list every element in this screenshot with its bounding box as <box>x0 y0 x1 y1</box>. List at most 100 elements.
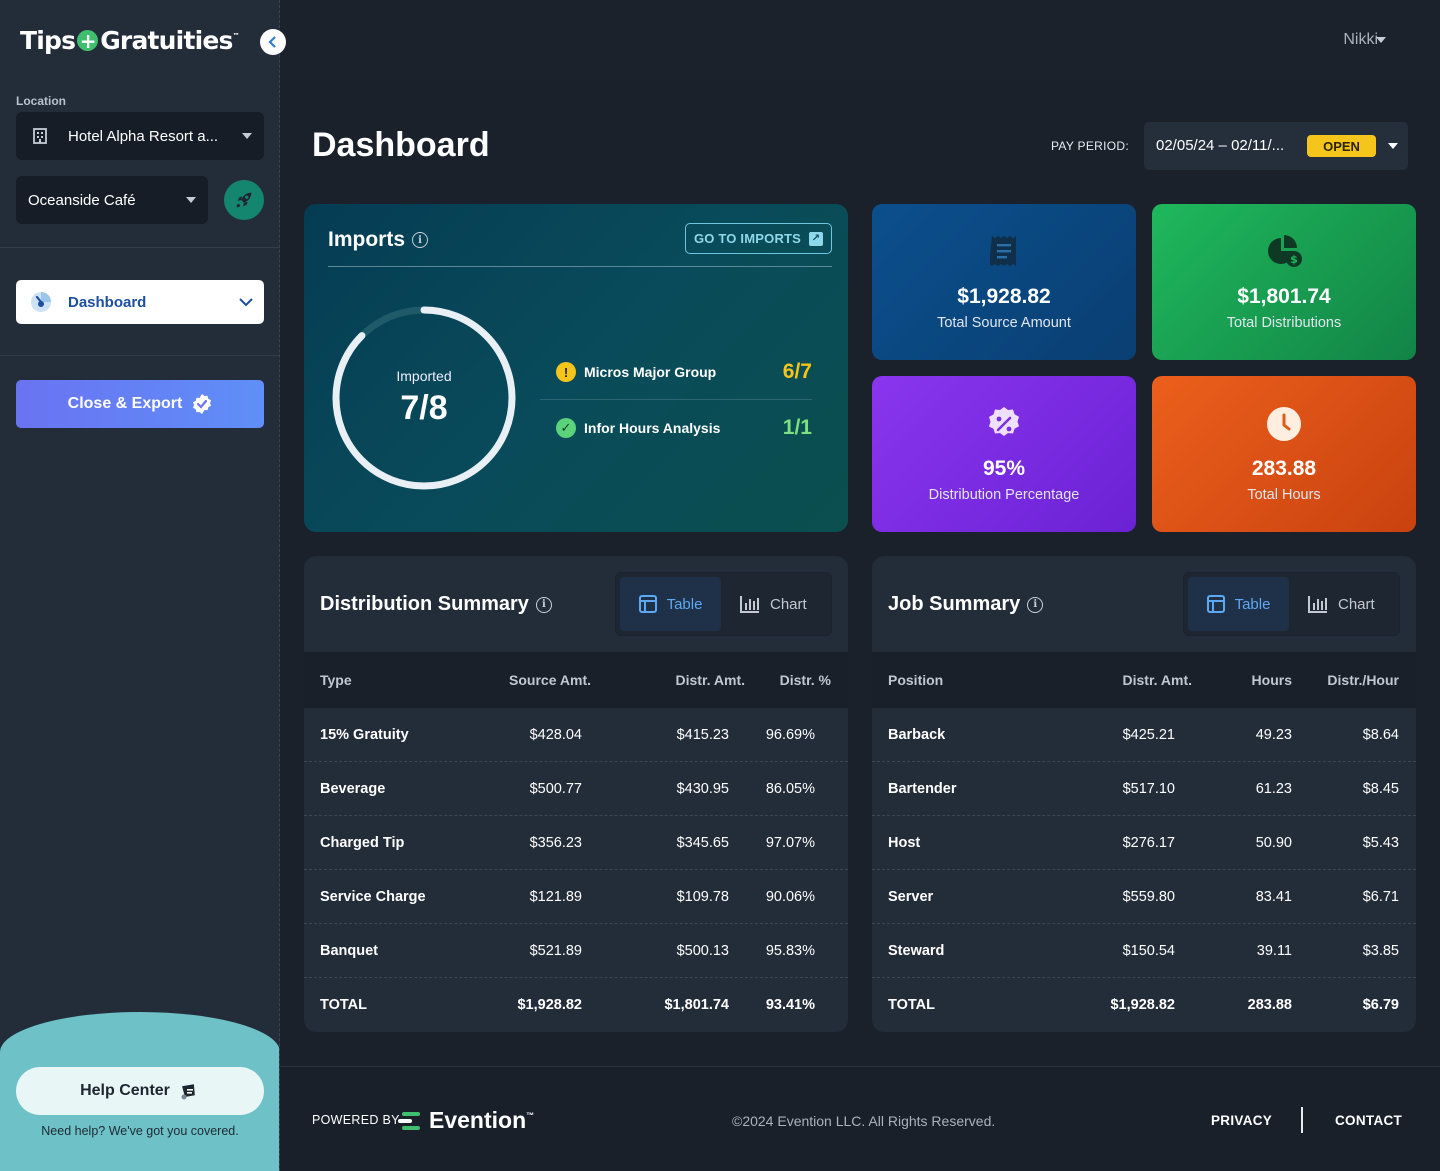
table-row[interactable]: Steward $150.54 39.11 $3.85 <box>872 924 1416 978</box>
row-label: TOTAL <box>888 997 935 1013</box>
powered-by-label: POWERED BY <box>312 1113 400 1127</box>
row-label: Charged Tip <box>320 834 405 851</box>
import-count: 1/1 <box>782 416 812 439</box>
row-value: 83.41 <box>1255 888 1292 905</box>
import-row-infor[interactable]: ✓ Infor Hours Analysis 1/1 <box>556 414 812 442</box>
row-label: Host <box>888 834 921 851</box>
table-row[interactable]: Charged Tip $356.23 $345.65 97.07% <box>304 816 848 870</box>
svg-text:$: $ <box>1290 253 1298 266</box>
location-select[interactable]: Hotel Alpha Resort a... <box>16 112 264 160</box>
column-header[interactable]: Distr. % <box>779 672 831 688</box>
row-value: $428.04 <box>529 726 582 743</box>
column-header[interactable]: Distr./Hour <box>1327 672 1399 688</box>
imports-card: Imports i GO TO IMPORTS ↗ Imported 7/8 !… <box>304 204 848 532</box>
view-toggle: Table Chart <box>615 572 832 636</box>
import-row-micros[interactable]: ! Micros Major Group 6/7 <box>556 358 812 386</box>
pay-period-select[interactable]: 02/05/24 – 02/11/... OPEN <box>1144 122 1408 170</box>
percent-badge-icon <box>989 407 1019 436</box>
status-badge: OPEN <box>1307 135 1376 157</box>
row-value: $6.71 <box>1362 888 1399 905</box>
info-icon[interactable]: i <box>412 232 429 248</box>
stat-card-percentage[interactable]: 95% Distribution Percentage <box>872 376 1136 532</box>
chevron-down-icon <box>242 133 252 139</box>
row-value: $276.17 <box>1122 834 1175 851</box>
row-value: 50.90 <box>1255 834 1292 851</box>
table-total-row[interactable]: TOTAL $1,928.82 $1,801.74 93.41% <box>304 978 848 1032</box>
evention-text: Evention <box>429 1107 527 1133</box>
evention-logo[interactable]: Evention ™ <box>398 1107 534 1134</box>
bar-chart-icon <box>1308 596 1327 613</box>
outlet-select[interactable]: Oceanside Café <box>16 176 208 224</box>
tab-label: Table <box>1234 595 1271 613</box>
tab-chart[interactable]: Chart <box>1308 577 1375 631</box>
column-header[interactable]: Distr. Amt. <box>675 672 746 688</box>
row-label: Barback <box>888 726 946 743</box>
page-title: Dashboard <box>312 126 490 164</box>
column-header[interactable]: Hours <box>1251 672 1292 688</box>
tab-table[interactable]: Table <box>620 577 721 631</box>
pay-period-label: PAY PERIOD: <box>1051 139 1129 153</box>
table-row[interactable]: Server $559.80 83.41 $6.71 <box>872 870 1416 924</box>
info-icon[interactable]: i <box>1027 596 1044 613</box>
column-header[interactable]: Source Amt. <box>509 672 591 688</box>
table-row[interactable]: Beverage $500.77 $430.95 86.05% <box>304 762 848 816</box>
go-to-imports-button[interactable]: GO TO IMPORTS ↗ <box>685 223 832 254</box>
tab-label: Chart <box>770 595 807 613</box>
row-value: $3.85 <box>1362 942 1399 959</box>
column-header[interactable]: Type <box>320 672 352 688</box>
import-count: 6/7 <box>782 360 812 383</box>
info-icon[interactable]: i <box>535 596 552 613</box>
table-row[interactable]: Service Charge $121.89 $109.78 90.06% <box>304 870 848 924</box>
tab-table[interactable]: Table <box>1188 577 1289 631</box>
import-row-divider <box>540 399 812 400</box>
table-icon <box>1206 595 1225 613</box>
stat-label: Total Source Amount <box>937 315 1071 331</box>
column-header[interactable]: Position <box>888 672 944 688</box>
sidebar-item-dashboard[interactable]: Dashboard <box>16 280 264 324</box>
import-name: Micros Major Group <box>584 364 717 380</box>
location-value: Hotel Alpha Resort a... <box>68 127 219 145</box>
row-value: $5.43 <box>1362 834 1399 851</box>
table-row[interactable]: Banquet $521.89 $500.13 95.83% <box>304 924 848 978</box>
collapse-sidebar-button[interactable] <box>260 29 286 55</box>
launch-button[interactable] <box>224 180 264 220</box>
location-label: Location <box>16 94 66 108</box>
row-label: Steward <box>888 942 945 959</box>
chevron-down-icon[interactable] <box>1376 37 1386 43</box>
table-row[interactable]: Host $276.17 50.90 $5.43 <box>872 816 1416 870</box>
stat-card-hours[interactable]: 283.88 Total Hours <box>1152 376 1416 532</box>
row-value: 93.41% <box>765 997 815 1013</box>
column-header[interactable]: Distr. Amt. <box>1122 672 1193 688</box>
stat-card-distributions[interactable]: $ $1,801.74 Total Distributions <box>1152 204 1416 360</box>
stat-card-source[interactable]: $1,928.82 Total Source Amount <box>872 204 1136 360</box>
table-header: Position Distr. Amt. Hours Distr./Hour <box>872 652 1416 708</box>
row-value: $345.65 <box>676 834 729 851</box>
stat-value: 283.88 <box>1251 457 1317 480</box>
tab-chart[interactable]: Chart <box>740 577 807 631</box>
user-menu[interactable]: Nikki <box>1343 31 1378 48</box>
help-center-button[interactable]: Help Center <box>16 1067 264 1115</box>
table-row[interactable]: Barback $425.21 49.23 $8.64 <box>872 708 1416 762</box>
table-row[interactable]: Bartender $517.10 61.23 $8.45 <box>872 762 1416 816</box>
table-total-row[interactable]: TOTAL $1,928.82 283.88 $6.79 <box>872 978 1416 1032</box>
row-label: Server <box>888 888 934 905</box>
imports-divider <box>328 266 832 267</box>
sidebar-divider <box>0 247 279 248</box>
go-to-imports-label: GO TO IMPORTS <box>693 231 802 246</box>
row-value: $109.78 <box>676 888 729 905</box>
pie-dollar-icon: $ <box>1268 235 1302 267</box>
table-header: Type Source Amt. Distr. Amt. Distr. % <box>304 652 848 708</box>
table-row[interactable]: 15% Gratuity $428.04 $415.23 96.69% <box>304 708 848 762</box>
table-icon <box>638 595 657 613</box>
row-value: $430.95 <box>676 780 729 797</box>
panel-title-text: Job Summary <box>888 593 1021 615</box>
close-export-button[interactable]: Close & Export <box>16 380 264 428</box>
app-logo[interactable]: Tips + Gratuities ™ <box>20 26 240 55</box>
contact-link[interactable]: CONTACT <box>1335 1113 1403 1128</box>
stat-value: 95% <box>982 457 1026 480</box>
imports-progress-ring <box>332 306 516 490</box>
row-value: $8.64 <box>1362 726 1399 743</box>
row-label: Service Charge <box>320 888 426 905</box>
external-link-icon: ↗ <box>809 231 824 246</box>
privacy-link[interactable]: PRIVACY <box>1211 1113 1273 1128</box>
